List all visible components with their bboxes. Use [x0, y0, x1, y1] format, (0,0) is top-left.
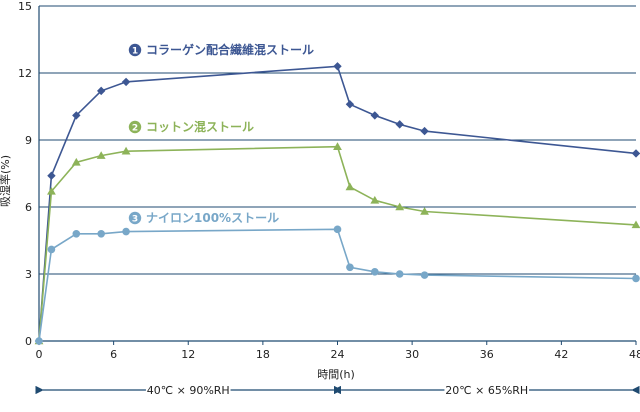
data-point	[631, 220, 640, 229]
series-name: コットン混ストール	[146, 119, 254, 134]
series-badge-3	[128, 211, 142, 225]
data-point	[121, 146, 131, 155]
series-badge-number: 1	[132, 47, 138, 57]
x-tick-label-6: 6	[110, 348, 117, 361]
series-badge-2	[128, 120, 142, 134]
series-badge-1	[128, 43, 142, 57]
data-point	[346, 263, 354, 272]
y-tick-label-15: 15	[18, 0, 32, 13]
series-name: ナイロン100%ストール	[146, 211, 279, 225]
x-tick-label-18: 18	[256, 348, 270, 361]
period-label-bg	[444, 381, 530, 399]
data-point	[395, 202, 405, 211]
data-point	[420, 271, 429, 279]
data-point	[122, 227, 130, 236]
y-tick-label-9: 9	[25, 134, 32, 147]
x-tick-label-30: 30	[405, 348, 419, 361]
series-3	[35, 225, 640, 345]
condition-periods: 40℃ × 90%RH 20℃ × 65%RH	[35, 381, 640, 399]
period-label: 20℃ × 65%RH	[445, 384, 528, 397]
x-tick-label-36: 36	[480, 348, 494, 361]
series-name: コラーゲン配合繊維混ストール	[146, 42, 314, 57]
data-point	[395, 270, 404, 278]
series-line-1	[38, 65, 637, 342]
data-point	[370, 195, 380, 204]
x-tick-label-48: 48	[629, 348, 640, 361]
data-point	[121, 77, 131, 87]
data-point	[72, 230, 81, 238]
grid-lines	[39, 5, 636, 275]
x-axis-label: 時間(h)	[317, 368, 355, 381]
data-point	[420, 207, 429, 215]
data-point	[632, 274, 640, 283]
y-axis-label: 吸湿率(%)	[0, 155, 12, 207]
x-tick-label-24: 24	[331, 348, 345, 361]
data-point	[47, 245, 56, 254]
data-point	[345, 182, 355, 191]
data-point	[345, 100, 355, 109]
period-label-bg	[145, 381, 231, 399]
series-label-1: 1 コラーゲン配合繊維混ストール	[128, 42, 314, 57]
data-point	[395, 120, 404, 129]
data-point	[371, 267, 379, 276]
y-tick-label-0: 0	[25, 335, 32, 348]
data-point	[47, 186, 56, 195]
series-label-2: 2 コットン混ストール	[128, 119, 254, 134]
data-point	[333, 142, 342, 150]
data-point	[71, 157, 81, 166]
y-tick-label-12: 12	[18, 67, 32, 80]
y-tick-label-6: 6	[25, 201, 32, 214]
series-line-2	[38, 145, 637, 342]
series-badge-number: 3	[132, 215, 138, 225]
axes	[38, 6, 637, 345]
series-1	[34, 62, 640, 346]
x-tick-label-0: 0	[36, 348, 43, 361]
data-point	[631, 149, 640, 158]
data-point	[72, 111, 81, 120]
period-1: 40℃ × 90%RH	[35, 381, 342, 399]
series-2	[34, 142, 640, 345]
data-point	[333, 225, 342, 234]
series-labels: 1 コラーゲン配合繊維混ストール 2 コットン混ストール 3 ナイロン100%ストール	[128, 42, 314, 225]
data-point	[35, 337, 43, 345]
x-tick-label-42: 42	[554, 348, 568, 361]
x-tick-label-12: 12	[181, 348, 195, 361]
period-2: 20℃ × 65%RH	[333, 381, 640, 399]
data-point	[47, 171, 56, 180]
y-tick-label-3: 3	[25, 268, 32, 281]
series-lines	[34, 62, 640, 346]
series-badge-number: 2	[132, 124, 138, 134]
data-point	[333, 62, 342, 71]
period-label: 40℃ × 90%RH	[147, 384, 230, 397]
data-point	[420, 126, 429, 136]
data-point	[97, 230, 105, 238]
series-label-3: 3 ナイロン100%ストール	[128, 211, 279, 225]
data-point	[96, 86, 106, 96]
data-point	[370, 111, 380, 120]
data-point	[96, 151, 106, 159]
series-line-3	[38, 228, 637, 342]
